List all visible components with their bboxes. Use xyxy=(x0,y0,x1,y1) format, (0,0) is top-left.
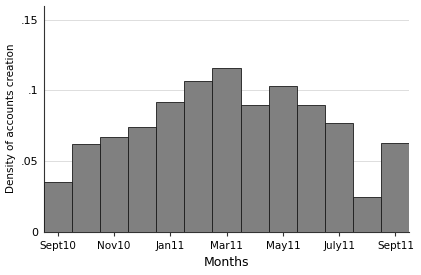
Bar xyxy=(184,81,213,232)
Bar xyxy=(128,127,156,232)
Bar xyxy=(100,137,128,232)
Bar xyxy=(72,144,100,232)
Bar xyxy=(156,102,184,232)
Bar xyxy=(381,143,410,232)
Bar xyxy=(297,104,325,232)
Bar xyxy=(325,123,353,232)
Bar xyxy=(269,86,297,232)
Y-axis label: Density of accounts creation: Density of accounts creation xyxy=(5,44,16,193)
Bar xyxy=(213,68,241,232)
Bar xyxy=(241,104,269,232)
Bar xyxy=(44,182,72,232)
X-axis label: Months: Months xyxy=(204,257,249,269)
Bar xyxy=(353,197,381,232)
